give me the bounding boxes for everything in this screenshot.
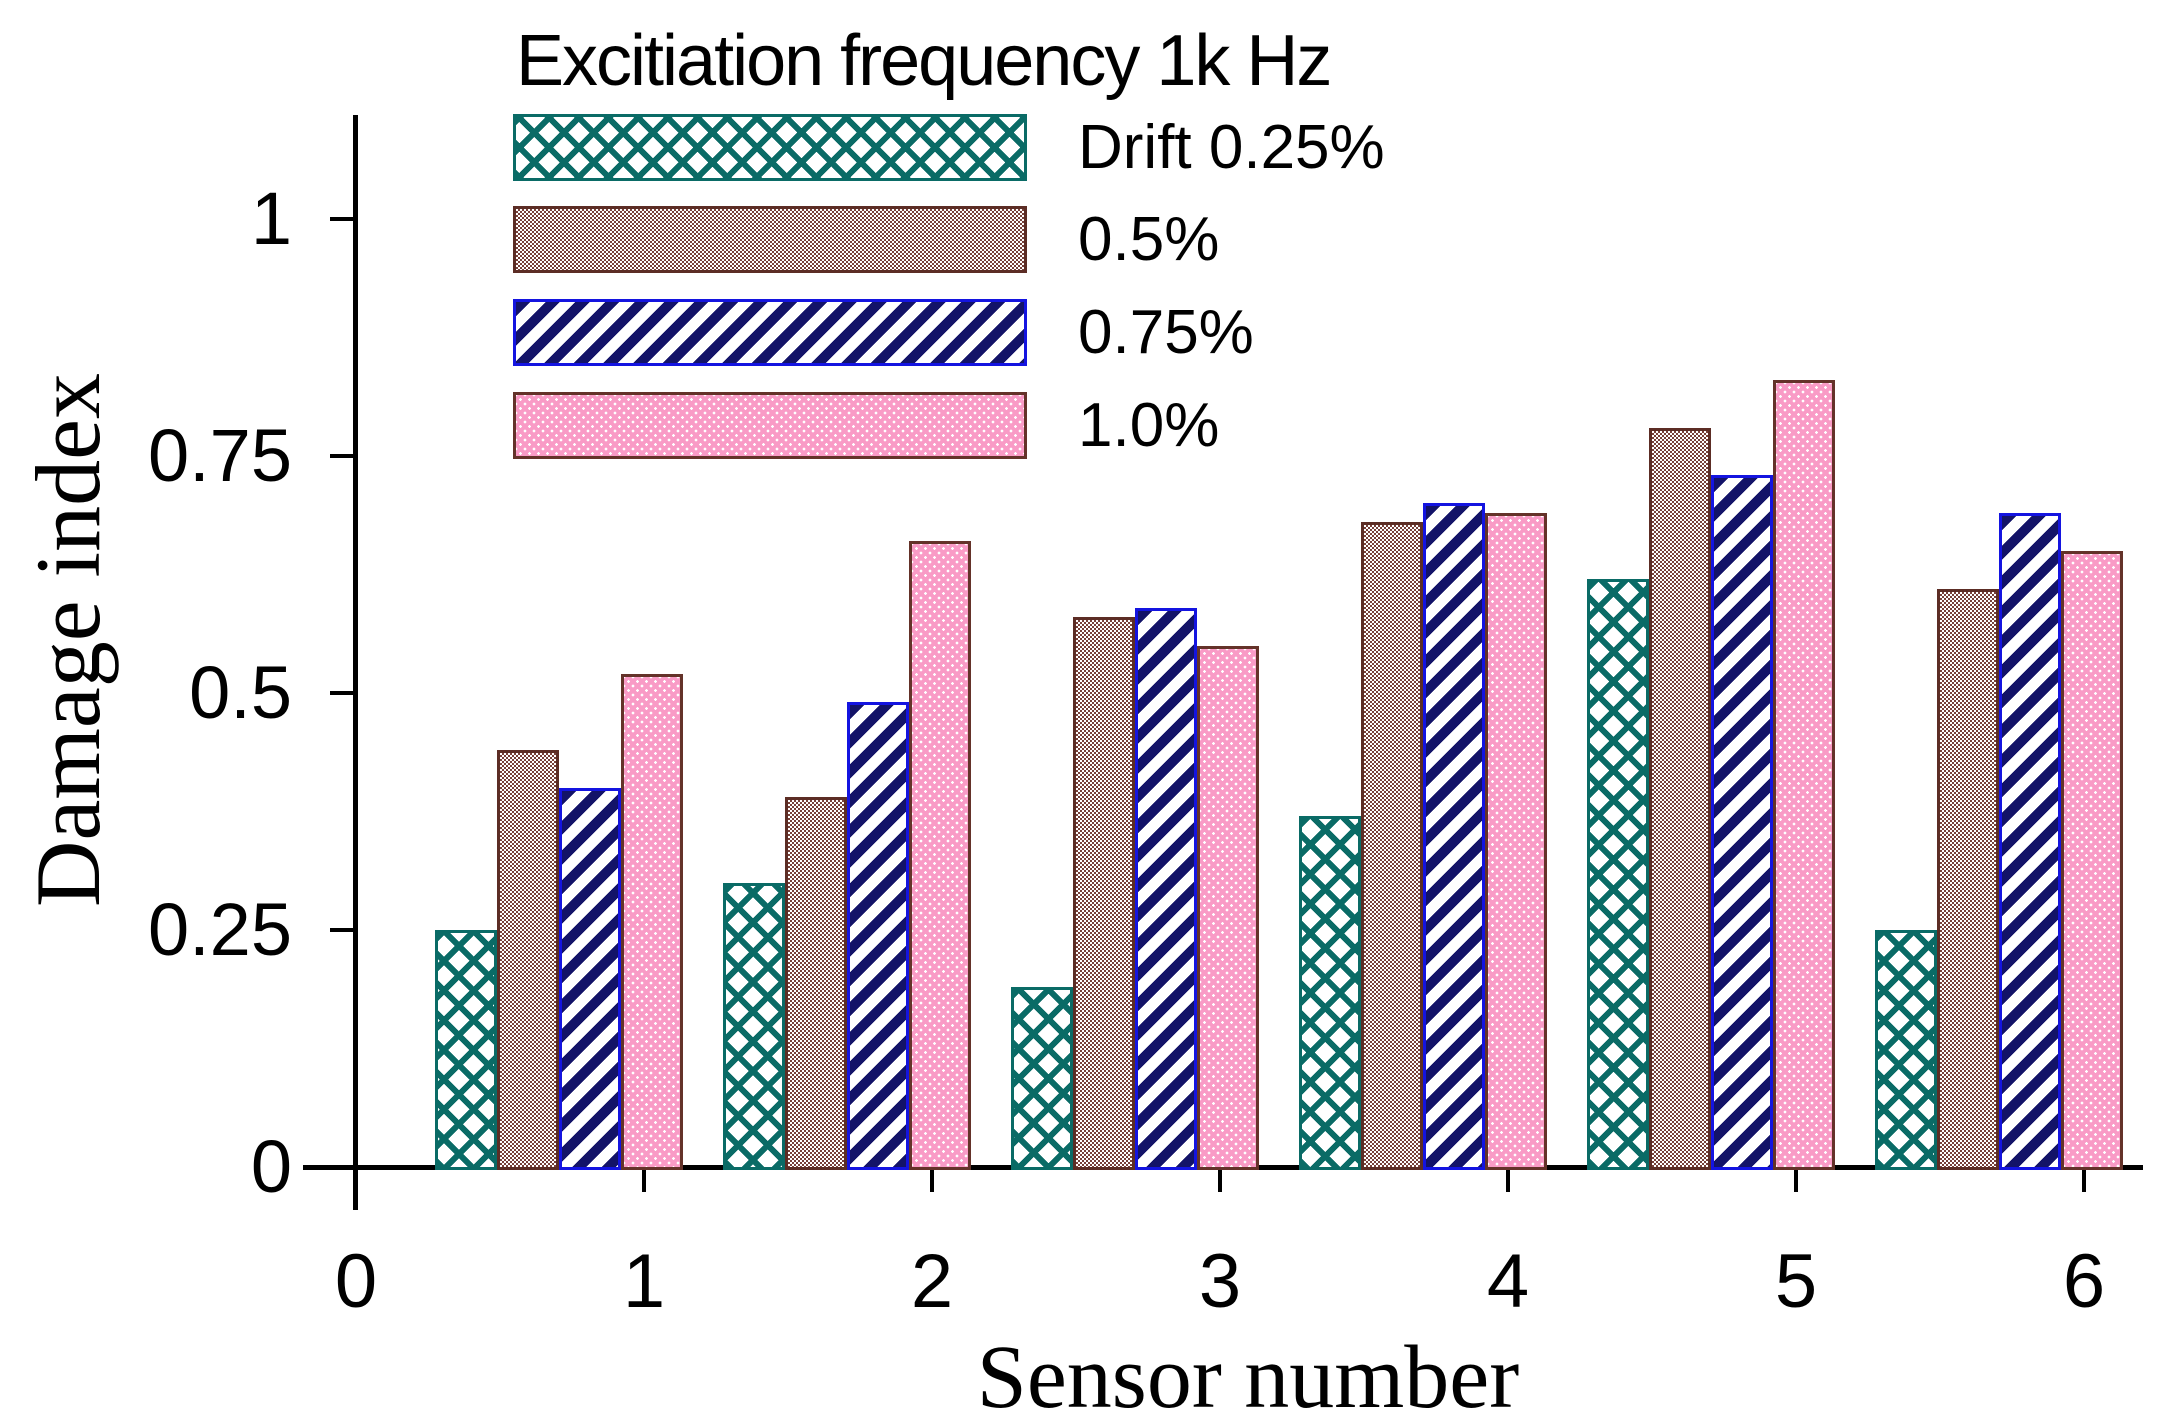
bar-series3-sensor1 xyxy=(559,788,621,1170)
bar-series2-sensor1 xyxy=(497,750,559,1170)
x-tick xyxy=(1218,1167,1222,1192)
bar-series2-sensor5 xyxy=(1649,428,1711,1170)
x-tick-label: 2 xyxy=(910,1239,954,1324)
x-tick xyxy=(2082,1167,2086,1192)
y-tick xyxy=(330,1165,356,1169)
bar-series4-sensor4 xyxy=(1485,513,1547,1170)
bar-series4-sensor3 xyxy=(1197,646,1259,1170)
legend-swatch-teal-crosshatch xyxy=(513,114,1027,181)
x-tick-label: 6 xyxy=(2062,1239,2106,1324)
bar-series3-sensor2 xyxy=(847,702,909,1170)
y-tick xyxy=(330,691,356,695)
legend-label: 1.0% xyxy=(1078,391,1220,460)
chart-title: Excitiation frequency 1k Hz xyxy=(516,21,1332,101)
bar-series2-sensor3 xyxy=(1073,617,1135,1170)
x-tick xyxy=(642,1167,646,1192)
x-tick-label: 1 xyxy=(622,1239,666,1324)
bar-series3-sensor6 xyxy=(1999,513,2061,1170)
y-tick-label: 0.5 xyxy=(189,651,292,734)
bar-series1-sensor1 xyxy=(435,930,497,1170)
y-tick-label: 0.25 xyxy=(147,888,292,971)
x-tick xyxy=(1794,1167,1798,1192)
bar-series2-sensor4 xyxy=(1361,522,1423,1170)
bar-series4-sensor6 xyxy=(2061,551,2123,1170)
x-axis-title: Sensor number xyxy=(976,1328,1520,1427)
x-tick-label: 0 xyxy=(334,1239,378,1324)
bar-series1-sensor6 xyxy=(1875,930,1937,1170)
x-tick xyxy=(930,1167,934,1192)
bar-series3-sensor3 xyxy=(1135,608,1197,1170)
y-axis-line xyxy=(353,115,358,1210)
bar-series2-sensor6 xyxy=(1937,589,1999,1170)
y-tick xyxy=(330,928,356,932)
legend-label: 0.75% xyxy=(1078,298,1254,367)
x-tick-label: 4 xyxy=(1486,1239,1530,1324)
legend-swatch-pink-dots xyxy=(513,392,1027,459)
legend-label: 0.5% xyxy=(1078,205,1220,274)
bar-series1-sensor3 xyxy=(1011,987,1073,1170)
y-tick xyxy=(330,217,356,221)
legend-swatch-brown-checker xyxy=(513,206,1027,273)
bar-series3-sensor5 xyxy=(1711,475,1773,1170)
y-tick-label: 1 xyxy=(250,177,292,260)
x-tick-label: 5 xyxy=(1774,1239,1818,1324)
bar-series1-sensor2 xyxy=(723,883,785,1170)
x-tick-label: 3 xyxy=(1198,1239,1242,1324)
bar-series4-sensor2 xyxy=(909,541,971,1170)
bar-series4-sensor1 xyxy=(621,674,683,1170)
bar-series4-sensor5 xyxy=(1773,380,1835,1170)
bar-series2-sensor2 xyxy=(785,797,847,1170)
bar-series3-sensor4 xyxy=(1423,503,1485,1170)
bar-series1-sensor5 xyxy=(1587,579,1649,1170)
y-tick xyxy=(330,454,356,458)
legend-label: Drift 0.25% xyxy=(1078,113,1385,182)
bar-series1-sensor4 xyxy=(1299,816,1361,1170)
x-tick xyxy=(354,1167,358,1192)
x-tick xyxy=(1506,1167,1510,1192)
y-tick-label: 0.75 xyxy=(147,414,292,497)
y-tick-label: 0 xyxy=(250,1125,292,1208)
legend-swatch-navy-diagonal xyxy=(513,299,1027,366)
